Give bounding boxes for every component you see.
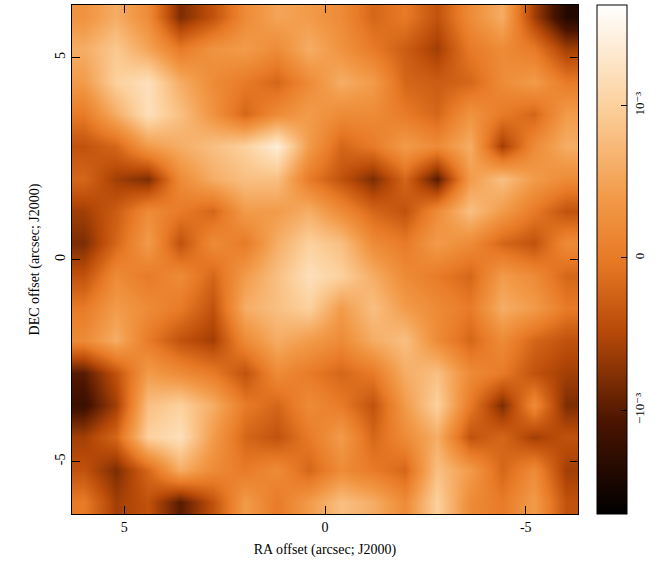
- svg-text:10⁻³: 10⁻³: [632, 92, 647, 116]
- svg-text:0: 0: [53, 254, 68, 261]
- svg-text:0: 0: [632, 253, 647, 260]
- svg-text:−10⁻³: −10⁻³: [632, 393, 647, 424]
- svg-text:0: 0: [322, 520, 329, 535]
- svg-text:DEC offset (arcsec; J2000): DEC offset (arcsec; J2000): [27, 183, 43, 335]
- svg-text:-5: -5: [520, 520, 532, 535]
- svg-text:5: 5: [53, 52, 68, 59]
- svg-text:-5: -5: [53, 454, 68, 466]
- svg-text:RA offset (arcsec; J2000): RA offset (arcsec; J2000): [254, 542, 397, 558]
- svg-text:5: 5: [121, 520, 128, 535]
